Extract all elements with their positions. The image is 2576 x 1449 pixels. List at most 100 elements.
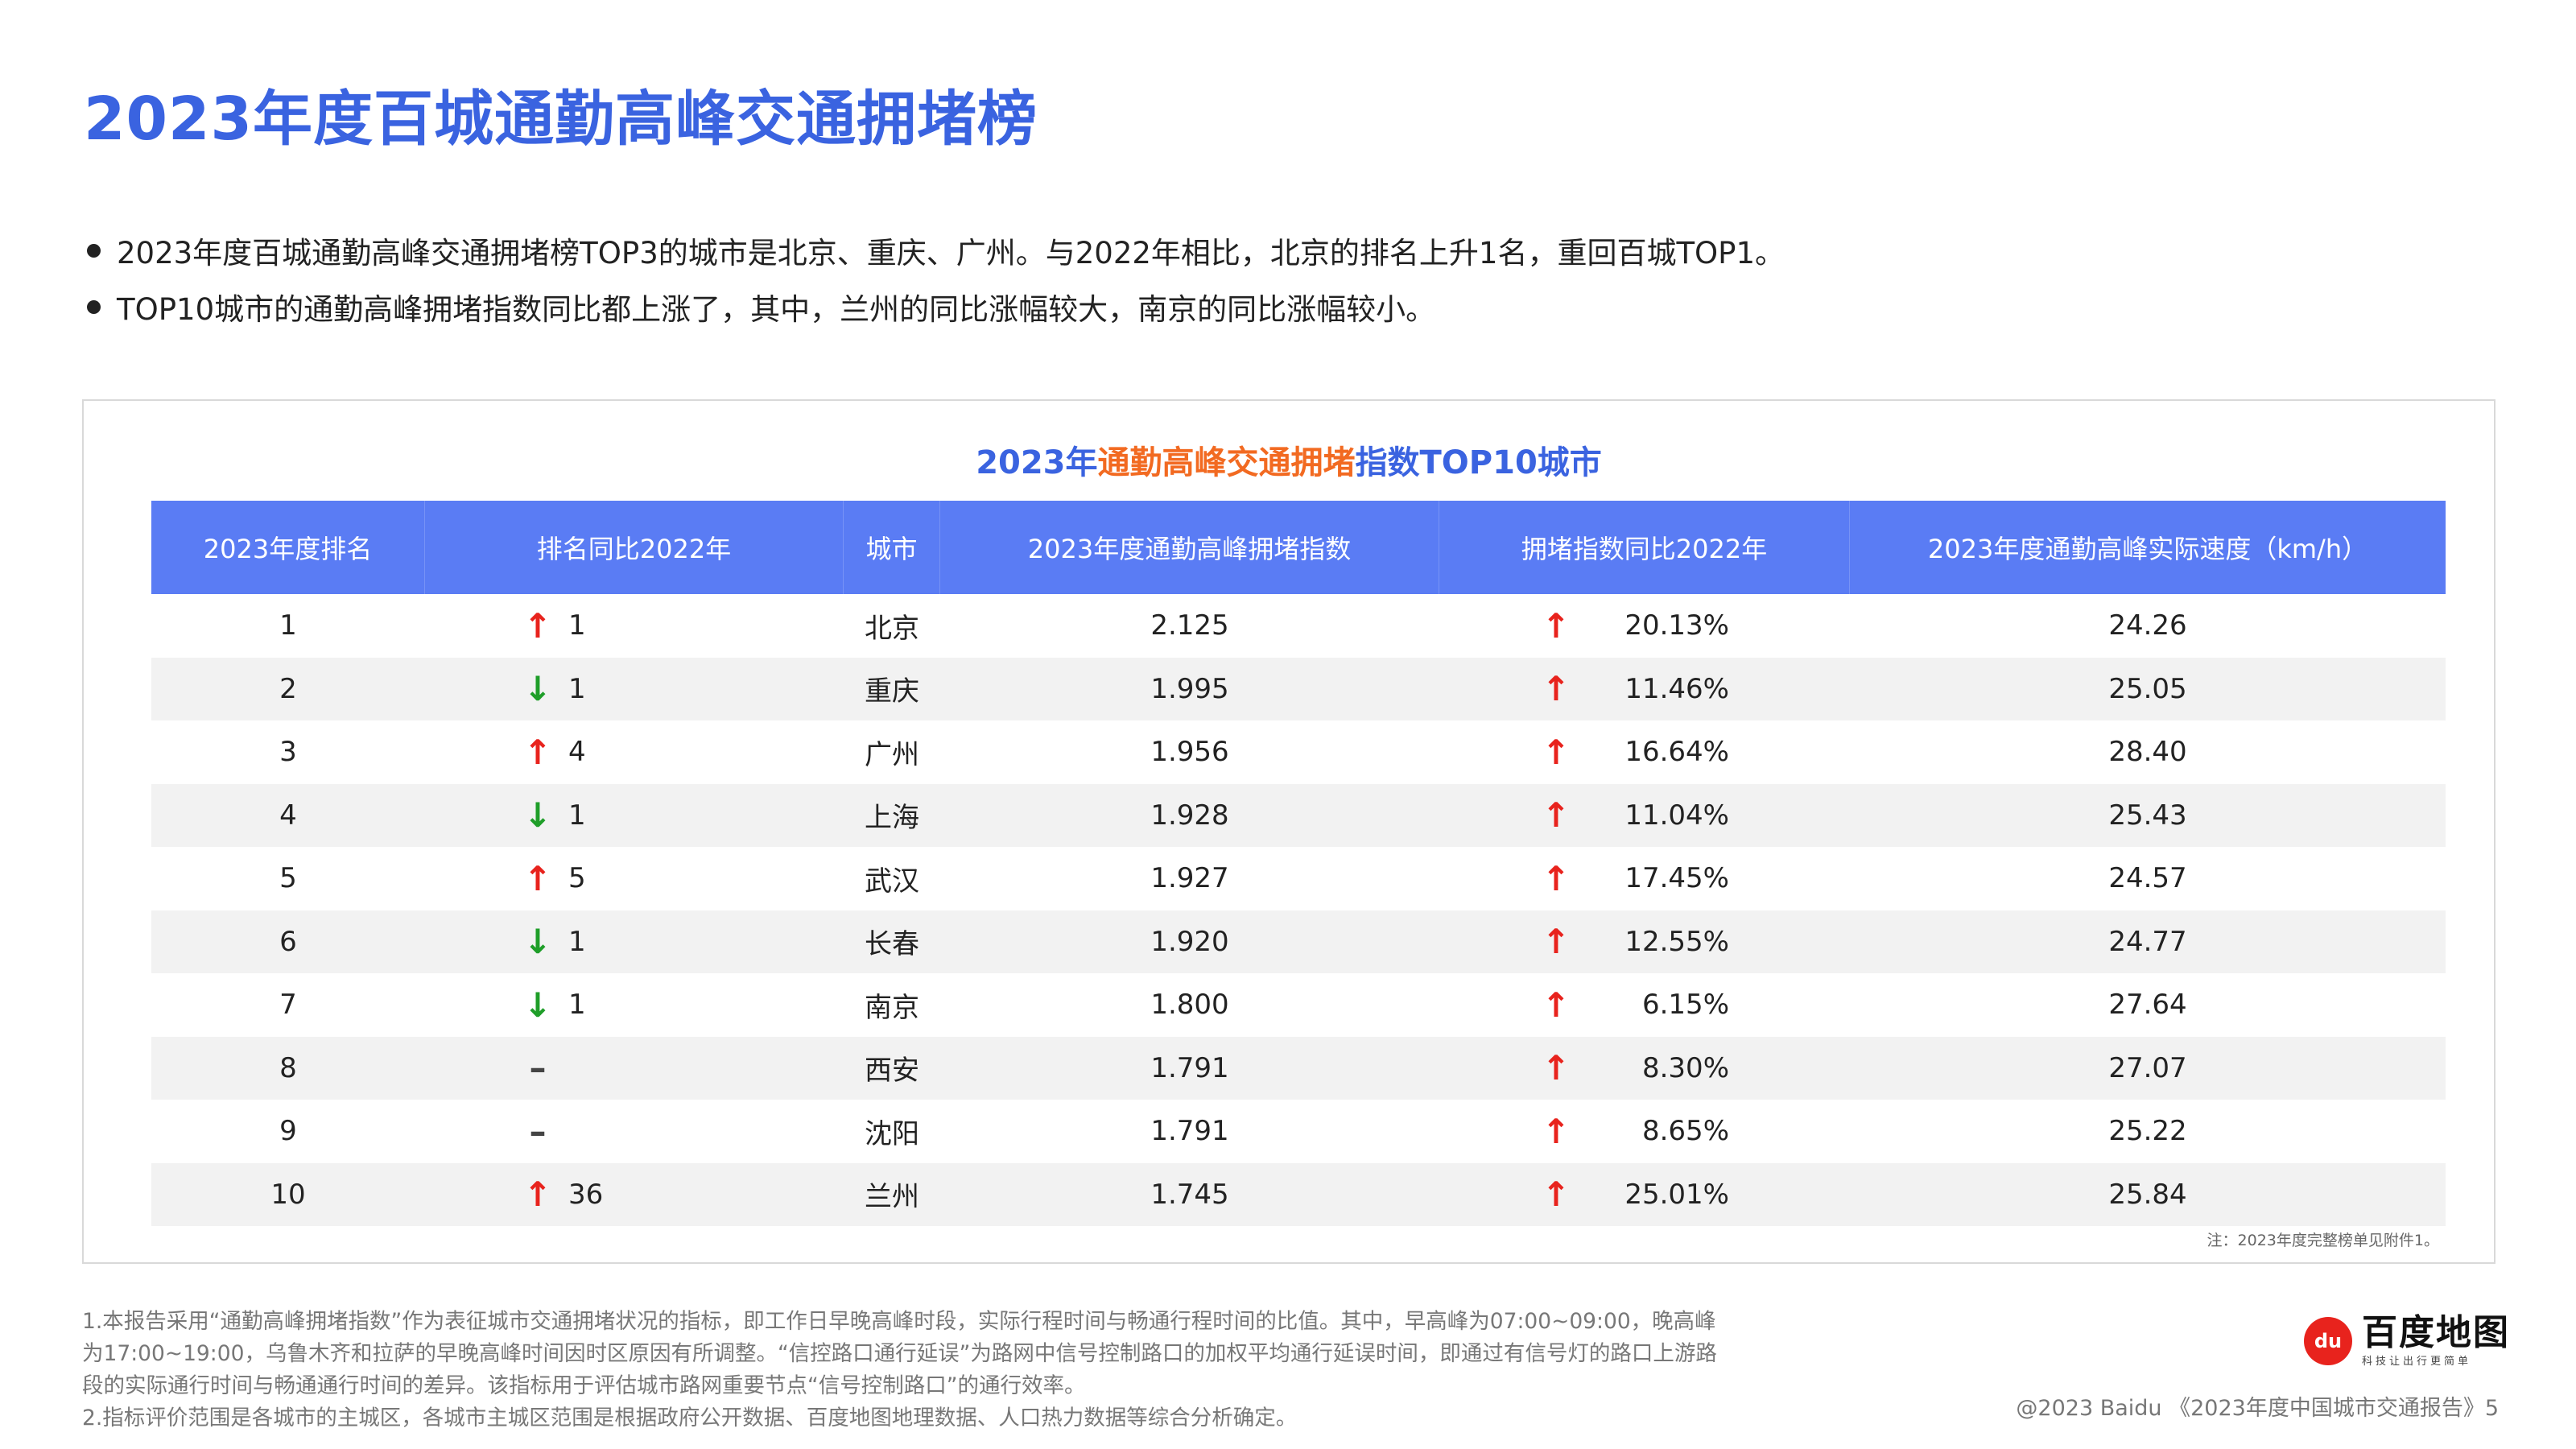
arrow-down-icon: ↓ — [523, 922, 552, 962]
column-header-speed: 2023年度通勤高峰实际速度（km/h） — [1927, 534, 2368, 564]
cell-city: 北京 — [865, 612, 919, 645]
cell-rank-change: – — [425, 1037, 844, 1100]
footnote-line: 段的实际通行时间与畅通通行时间的差异。该指标用于评估城市路网重要节点“信号控制路… — [82, 1373, 1086, 1398]
table-row: 7 ↓ 1 南京 1.800 ↑ 6.15% 27.64 — [151, 973, 2446, 1037]
cell-index: 1.800 — [1150, 989, 1229, 1022]
bullet-item: 2023年度百城通勤高峰交通拥堵榜TOP3的城市是北京、重庆、广州。与2022年… — [87, 222, 1785, 279]
rank-change-value: 36 — [568, 1178, 604, 1211]
index-yoy-value: 11.46% — [1624, 672, 1729, 705]
arrow-down-icon: ↓ — [523, 669, 552, 709]
bullet-text: 2023年度百城通勤高峰交通拥堵榜TOP3的城市是北京、重庆、广州。与2022年… — [117, 236, 1785, 270]
arrow-up-icon: ↑ — [1542, 795, 1571, 836]
index-yoy-value: 25.01% — [1624, 1178, 1729, 1211]
index-yoy-value: 16.64% — [1624, 736, 1729, 769]
table-row: 3 ↑ 4 广州 1.956 ↑ 16.64% 28.40 — [151, 720, 2446, 784]
table-note: 注：2023年度完整榜单见附件1。 — [2207, 1232, 2439, 1249]
arrow-up-icon: ↑ — [1542, 669, 1571, 709]
arrow-up-icon: ↑ — [1542, 732, 1571, 772]
rank-change-value: 1 — [568, 609, 586, 642]
cell-rank-change: ↓ 1 — [425, 784, 844, 848]
table-title-part: 2023年 — [976, 444, 1098, 481]
table-row: 5 ↑ 5 武汉 1.927 ↑ 17.45% 24.57 — [151, 847, 2446, 910]
cell-city: 武汉 — [865, 865, 919, 898]
arrow-up-icon: ↑ — [1542, 1048, 1571, 1088]
arrow-up-icon: ↑ — [523, 858, 552, 898]
cell-index: 1.791 — [1150, 1115, 1229, 1148]
table-header-row: 2023年度排名 排名同比2022年 城市 2023年度通勤高峰拥堵指数 拥堵指… — [151, 501, 2446, 594]
index-yoy-value: 17.45% — [1624, 862, 1729, 895]
cell-rank-change: ↑ 4 — [425, 720, 844, 784]
arrow-up-icon: ↑ — [1542, 1111, 1571, 1151]
table-row: 4 ↓ 1 上海 1.928 ↑ 11.04% 25.43 — [151, 783, 2446, 848]
logo-name: 百度地图 — [2362, 1312, 2510, 1353]
cell-city: 西安 — [865, 1055, 919, 1088]
cell-rank: 7 — [279, 989, 297, 1022]
cell-rank-change: ↓ 1 — [425, 910, 844, 974]
bullet-dot-icon — [87, 243, 101, 258]
index-yoy-value: 8.30% — [1641, 1051, 1729, 1084]
cell-index: 1.928 — [1150, 799, 1229, 832]
bullet-item: TOP10城市的通勤高峰拥堵指数同比都上涨了，其中，兰州的同比涨幅较大，南京的同… — [87, 279, 1785, 335]
rank-change-value: 1 — [568, 925, 586, 958]
cell-index: 1.927 — [1150, 862, 1229, 895]
footnote-line: 1.本报告采用“通勤高峰拥堵指数”作为表征城市交通拥堵状况的指标，即工作日早晚高… — [82, 1309, 1716, 1334]
index-yoy-value: 11.04% — [1624, 799, 1729, 832]
cell-rank: 3 — [279, 736, 297, 769]
logo-text: 百度地图 科技让出行更简单 — [2362, 1314, 2510, 1368]
dash-icon: – — [529, 1048, 547, 1088]
cell-rank-change: – — [425, 1100, 844, 1163]
cell-index: 1.745 — [1150, 1178, 1229, 1211]
rank-change-value: 1 — [568, 672, 586, 705]
arrow-up-icon: ↑ — [1542, 605, 1571, 646]
cell-city: 上海 — [865, 802, 919, 835]
table-row: 9 – 沈阳 1.791 ↑ 8.65% 25.22 — [151, 1100, 2446, 1163]
arrow-up-icon: ↑ — [523, 1174, 552, 1215]
cell-city: 兰州 — [865, 1181, 919, 1214]
table-row: 6 ↓ 1 长春 1.920 ↑ 12.55% 24.77 — [151, 910, 2446, 974]
cell-rank-change: ↓ 1 — [425, 658, 844, 721]
cell-index-yoy: ↑ 11.46% — [1439, 658, 1850, 721]
cell-index: 1.956 — [1150, 736, 1229, 769]
baidu-map-logo: du 百度地图 科技让出行更简单 — [2304, 1314, 2510, 1368]
table-row: 10 ↑ 36 兰州 1.745 ↑ 25.01% 25.84 — [151, 1162, 2446, 1227]
bullet-text: TOP10城市的通勤高峰拥堵指数同比都上涨了，其中，兰州的同比涨幅较大，南京的同… — [117, 292, 1436, 327]
rank-change-value: 4 — [568, 736, 586, 769]
cell-rank: 5 — [279, 862, 297, 895]
column-header-city: 城市 — [844, 501, 940, 594]
cell-speed: 24.26 — [2108, 609, 2187, 642]
arrow-up-icon: ↑ — [1542, 1174, 1571, 1215]
cell-rank-change: ↑ 1 — [425, 594, 844, 658]
cell-rank: 6 — [279, 925, 297, 958]
index-yoy-value: 20.13% — [1624, 609, 1729, 642]
arrow-up-icon: ↑ — [523, 605, 552, 646]
cell-index: 1.920 — [1150, 925, 1229, 958]
table-title: 2023年通勤高峰交通拥堵指数TOP10城市 — [84, 436, 2494, 483]
cell-index-yoy: ↑ 8.30% — [1439, 1037, 1850, 1100]
table-panel: 2023年通勤高峰交通拥堵指数TOP10城市 2023年度排名 排名同比2022… — [82, 399, 2496, 1264]
cell-index: 1.995 — [1150, 672, 1229, 705]
arrow-up-icon: ↑ — [1542, 922, 1571, 962]
cell-rank: 4 — [279, 799, 297, 832]
cell-rank: 2 — [279, 672, 297, 705]
cell-speed: 27.07 — [2108, 1051, 2187, 1084]
table-body: 1 ↑ 1 北京 2.125 ↑ 20.13% 24.26 2 ↓ 1 重庆 1.995 ↑ 11.46% 2… — [151, 594, 2446, 1226]
column-header-rank-change: 排名同比2022年 — [425, 501, 844, 594]
cell-speed: 25.84 — [2108, 1178, 2187, 1211]
cell-index: 2.125 — [1150, 609, 1229, 642]
cell-rank-change: ↑ 36 — [425, 1163, 844, 1227]
column-header-rank: 2023年度排名 — [151, 501, 425, 594]
cell-speed: 25.22 — [2108, 1115, 2187, 1148]
cell-index: 1.791 — [1150, 1051, 1229, 1084]
cell-city: 沈阳 — [865, 1117, 919, 1150]
footnote-line: 2.指标评价范围是各城市的主城区，各城市主城区范围是根据政府公开数据、百度地图地… — [82, 1406, 1298, 1430]
cell-speed: 28.40 — [2108, 736, 2187, 769]
column-header-index: 2023年度通勤高峰拥堵指数 — [940, 501, 1439, 594]
arrow-up-icon: ↑ — [523, 732, 552, 772]
cell-rank: 1 — [279, 609, 297, 642]
index-yoy-value: 6.15% — [1641, 989, 1729, 1022]
cell-speed: 25.05 — [2108, 672, 2187, 705]
table-row: 1 ↑ 1 北京 2.125 ↑ 20.13% 24.26 — [151, 594, 2446, 658]
rank-change-value: 1 — [568, 799, 586, 832]
copyright-footer: @2023 Baidu 《2023年度中国城市交通报告》5 — [2016, 1396, 2499, 1421]
footnote-line: 为17:00~19:00，乌鲁木齐和拉萨的早晚高峰时间因时区原因有所调整。“信控… — [82, 1341, 1717, 1366]
